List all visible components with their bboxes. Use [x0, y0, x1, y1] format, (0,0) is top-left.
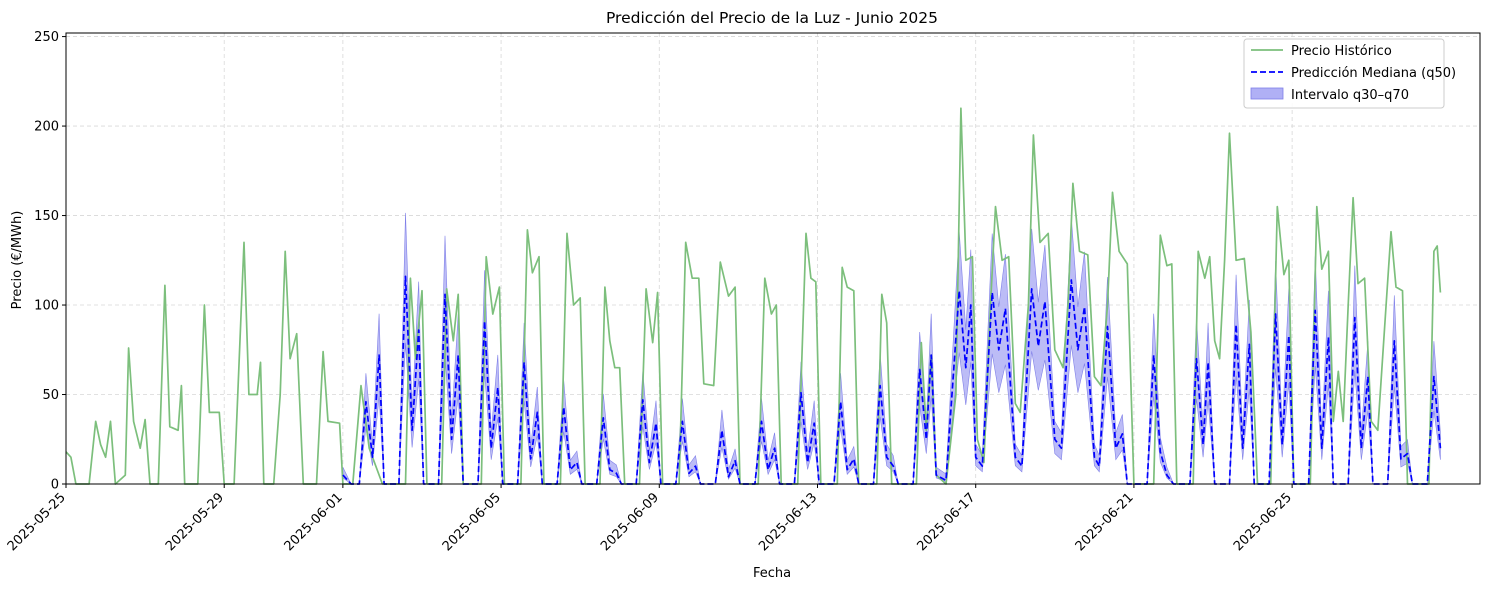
y-axis-ticks: 0 50 100 150 200 250 [34, 30, 66, 493]
x-axis-ticks: 2025-05-25 2025-05-29 2025-06-01 2025-06-05… [5, 484, 1295, 554]
legend-band-label: Intervalo q30–q70 [1291, 88, 1409, 103]
plot-frame [65, 32, 1481, 485]
historical-price-line [65, 107, 1442, 485]
y-tick-label: 50 [42, 388, 59, 403]
legend-historical-label: Precio Histórico [1291, 44, 1392, 59]
y-axis-label: Precio (€/MWh) [10, 211, 25, 310]
legend-box [1243, 38, 1445, 109]
x-tick-label: 2025-06-09 [598, 490, 662, 554]
y-tick-label: 200 [34, 120, 59, 135]
x-tick-label: 2025-05-29 [163, 490, 227, 554]
median-prediction-line [342, 275, 1442, 485]
x-axis-label: Fecha [753, 566, 791, 581]
x-tick-label: 2025-06-05 [440, 490, 504, 554]
legend-band-swatch [1250, 87, 1284, 100]
x-tick-label: 2025-06-21 [1073, 490, 1137, 554]
y-tick-label: 250 [34, 30, 59, 45]
x-tick-label: 2025-06-17 [914, 490, 978, 554]
legend-median-label: Predicción Mediana (q50) [1291, 66, 1456, 81]
chart-title: Predicción del Precio de la Luz - Junio … [606, 9, 938, 27]
y-tick-label: 100 [34, 299, 59, 314]
legend: Precio Histórico Predicción Mediana (q50… [1243, 38, 1456, 109]
historical-line-layer [65, 107, 1442, 485]
x-tick-label: 2025-06-25 [1231, 490, 1295, 554]
x-tick-label: 2025-05-25 [5, 490, 69, 554]
x-tick-label: 2025-06-13 [756, 490, 820, 554]
median-line-layer [342, 275, 1442, 485]
x-tick-label: 2025-06-01 [282, 490, 346, 554]
y-tick-label: 0 [51, 478, 59, 493]
y-tick-label: 150 [34, 209, 59, 224]
